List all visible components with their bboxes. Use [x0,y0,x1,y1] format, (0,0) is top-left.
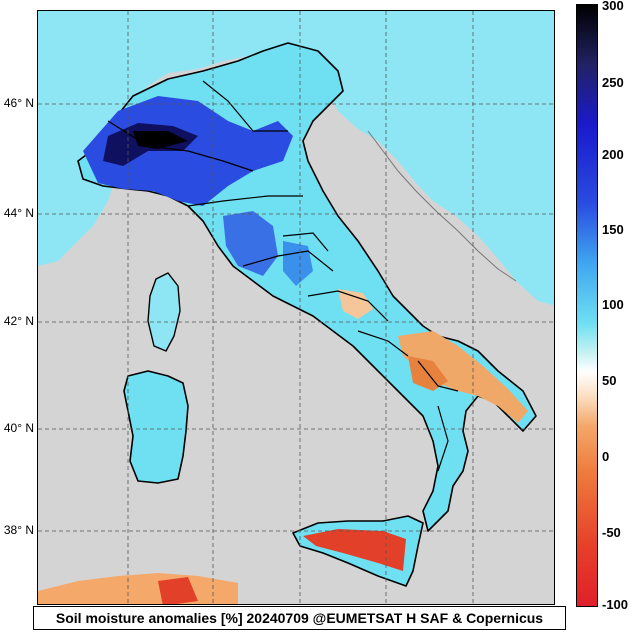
lat-label-46: 46° N [3,96,34,110]
regional-boundaries [107,80,459,472]
map-panel [37,10,555,605]
lat-label-40: 40° N [3,421,34,435]
colorbar-tick-0: 0 [602,449,610,464]
sardinia-land [123,370,189,484]
corsica-land [147,272,181,352]
po-valley-peak-anomaly [133,131,188,149]
abruzzo-anomaly [338,289,373,319]
colorbar-tick-100: 100 [602,297,624,312]
colorbar [576,4,598,607]
alps-and-balkans-anomaly-field [38,11,554,306]
umbria-anomaly [283,241,313,286]
colorbar-tick-50: 50 [602,373,617,388]
colorbar-tick-200: 200 [602,147,624,162]
colorbar-tick-minus-100: -100 [602,597,629,612]
colorbar-tick-300: 300 [602,0,624,13]
colorbar-tick-150: 150 [602,222,624,237]
soil-moisture-map [38,11,554,604]
croatian-coast [367,130,517,282]
sicily-anomaly [303,529,406,571]
north-africa-strong-anomaly [158,577,198,604]
lat-label-42: 42° N [3,314,34,328]
colorbar-tick-250: 250 [602,75,624,90]
map-caption: Soil moisture anomalies [%] 20240709 @EU… [33,606,566,630]
lat-label-44: 44° N [3,206,34,220]
lat-label-38: 38° N [3,523,34,537]
graticule [38,11,554,604]
apulia-anomaly [398,331,528,423]
colorbar-tick-minus-50: -50 [602,525,621,540]
